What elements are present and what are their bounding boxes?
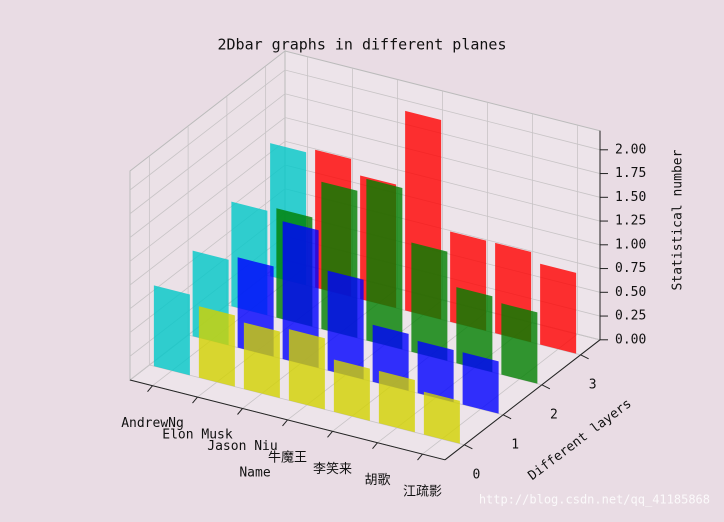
x-tick (327, 430, 333, 438)
grid-line (129, 69, 601, 191)
x-tick (372, 442, 378, 450)
z-tick-label: 1.50 (615, 190, 646, 205)
y-tick (464, 444, 473, 450)
x-tick-label: 李笑来 (313, 461, 352, 477)
grid-line (422, 125, 578, 455)
x-tick-label: 胡歌 (364, 473, 390, 488)
z-tick-label: 1.00 (615, 237, 646, 252)
y-tick-label: 3 (589, 377, 597, 392)
bar (411, 242, 448, 361)
x-tick-label: Elon Musk (162, 428, 233, 443)
bar (423, 391, 460, 444)
y-tick (502, 414, 512, 420)
z-tick-label: 0.25 (615, 309, 646, 324)
x-tick-label: Jason Niu (207, 439, 277, 454)
bar (417, 340, 454, 403)
bar (501, 303, 538, 384)
x-axis-label: Name (239, 466, 270, 481)
y-tick (541, 384, 551, 390)
bar (366, 178, 403, 350)
y-tick-label: 2 (550, 407, 558, 422)
x-tick-label: AndrewNg (121, 416, 184, 431)
x-tick (147, 385, 153, 393)
x-tick-label: 牛魔王 (268, 450, 307, 465)
grid-line (129, 117, 601, 238)
bar (540, 263, 577, 354)
z-axis-label: Statistical number (671, 149, 686, 290)
x-tick (282, 419, 288, 427)
z-tick-label: 0.75 (615, 261, 646, 276)
y-tick (580, 354, 589, 360)
x-tick (417, 453, 423, 461)
grid-line (129, 140, 601, 262)
x-tick (237, 408, 243, 415)
bar (378, 370, 415, 433)
bar (198, 306, 235, 387)
bar (333, 359, 370, 421)
y-tick-label: 0 (472, 467, 480, 482)
z-tick-label: 0.50 (615, 285, 646, 300)
z-tick-label: 2.00 (615, 142, 646, 157)
bar (243, 322, 280, 399)
y-axis (444, 339, 601, 461)
x-axis (129, 379, 446, 461)
bar (153, 285, 190, 376)
z-tick-label: 0.00 (615, 332, 646, 347)
bar (462, 352, 499, 414)
bar (456, 287, 493, 373)
z-tick-label: 1.25 (615, 214, 646, 229)
bar (327, 270, 364, 380)
watermark: http://blog.csdn.net/qq_41185868 (479, 493, 710, 507)
chart-title: 2Dbar graphs in different planes (218, 36, 507, 54)
x-tick-label: 江疏影 (403, 485, 442, 500)
grid-line (129, 93, 601, 215)
x-tick (192, 396, 198, 404)
bar (288, 329, 325, 410)
y-tick-label: 1 (511, 437, 519, 452)
z-tick-label: 1.75 (615, 166, 646, 181)
